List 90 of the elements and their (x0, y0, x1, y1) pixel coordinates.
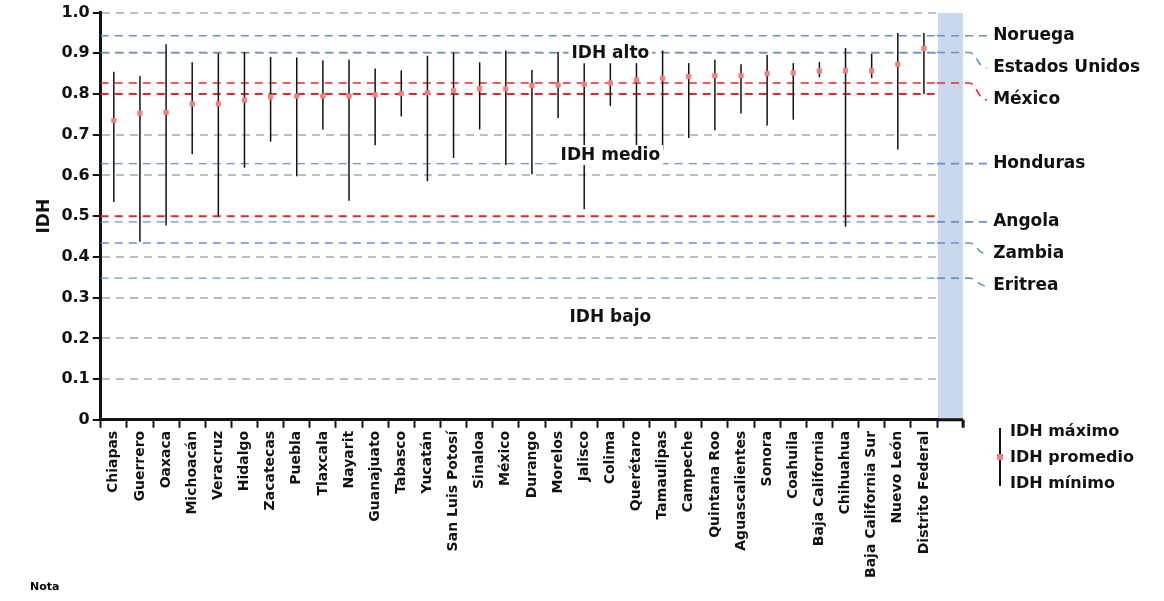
y-tick-label: 0.7 (61, 123, 90, 143)
y-tick-label: 1.0 (61, 1, 90, 21)
point (372, 92, 378, 98)
point (686, 73, 692, 80)
x-tick-label: Colima (600, 430, 617, 485)
point (450, 88, 457, 94)
legend-label: IDH promedio (1009, 446, 1134, 468)
point (346, 93, 352, 99)
point (320, 93, 326, 99)
x-tick-label: Chiapas (104, 430, 121, 494)
y-tick-label: 0.5 (61, 205, 90, 225)
point (764, 71, 770, 77)
point (137, 110, 143, 116)
point (607, 80, 613, 86)
x-tick-label: San Luis Potosí (444, 429, 461, 552)
ref-line-label: Noruega (993, 24, 1075, 45)
x-tick-label: Chihuahua (836, 430, 853, 515)
point (398, 91, 404, 97)
point (790, 70, 796, 76)
x-tick-label: Sinaloa (470, 430, 487, 489)
y-tick-label: 0.2 (61, 327, 90, 347)
x-tick-label: Hidalgo (235, 430, 252, 492)
ref-line-label: Zambia (993, 242, 1065, 263)
x-tick-label: México (496, 430, 513, 486)
ref-line-label: Eritrea (993, 274, 1059, 295)
x-tick-label: Oaxaca (156, 430, 173, 489)
x-tick-label: Morelos (548, 430, 565, 494)
point (738, 73, 744, 79)
x-tick-label: Guanajuato (365, 430, 382, 522)
x-tick-label: Puebla (287, 430, 304, 485)
point (111, 117, 117, 124)
annotation: IDH bajo (569, 306, 652, 327)
y-axis-title: IDH (32, 198, 53, 234)
point (477, 86, 483, 92)
point (659, 75, 666, 81)
point (529, 82, 535, 89)
x-tick-label: Guerrero (130, 430, 147, 502)
y-tick-label: 0.8 (61, 83, 90, 103)
point (294, 93, 300, 99)
x-tick-label: Tlaxcala (313, 430, 330, 496)
x-tick-label: Durango (522, 430, 539, 499)
point (581, 81, 587, 87)
x-tick-label: Zacatecas (261, 430, 278, 511)
y-tick-label: 0.1 (61, 368, 90, 388)
y-tick-label: 0.3 (61, 286, 90, 306)
text: IDH mínimo (1009, 472, 1116, 494)
text: IDH máximo (1009, 420, 1121, 442)
annotation: IDH alto (571, 41, 650, 62)
point (241, 97, 248, 103)
x-tick-label: Distrito Federal (914, 430, 931, 555)
ref-line-label: Honduras (993, 152, 1086, 173)
text: Nota (30, 580, 60, 593)
x-tick-label: Jalisco (574, 430, 591, 483)
point (895, 61, 901, 67)
x-tick-label: Baja California Sur (862, 430, 879, 579)
point (869, 68, 875, 74)
x-tick-label: Nayarit (339, 430, 356, 489)
y-tick-label: 0.9 (61, 42, 90, 62)
x-tick-label: Aguascalientes (731, 430, 748, 551)
x-tick-label: Nuevo León (888, 430, 905, 524)
x-tick-label: Coahuila (783, 430, 800, 500)
point (633, 77, 640, 83)
x-tick-label: Tamaulipas (653, 430, 670, 520)
point (215, 101, 221, 107)
y-tick-label: 0.4 (61, 246, 90, 266)
ref-line-label: Angola (993, 210, 1060, 231)
legend-label: México (993, 88, 1061, 109)
x-tick-label: Querétaro (627, 430, 644, 512)
point (503, 86, 509, 92)
x-tick-label: Quintana Roo (705, 430, 722, 538)
ref-line-label: Estados Unidos (993, 56, 1141, 77)
point (921, 45, 927, 52)
point (424, 90, 431, 96)
x-tick-label: Baja California (810, 430, 827, 547)
annotation: IDH medio (560, 143, 661, 164)
x-tick-label: Campeche (679, 430, 696, 513)
x-tick-label: Tabasco (391, 430, 408, 494)
point (842, 68, 849, 74)
y-tick-label: 0 (78, 408, 90, 428)
point (163, 109, 169, 115)
point (555, 82, 561, 88)
x-tick-label: Sonora (757, 430, 774, 487)
x-tick-label: Yucatán (418, 430, 435, 495)
point (816, 68, 823, 74)
x-tick-label: Veracruz (208, 430, 225, 501)
x-tick-label: Michoacán (182, 430, 199, 515)
point (712, 73, 718, 79)
point (267, 94, 274, 100)
point (189, 101, 195, 107)
y-tick-label: 0.6 (61, 164, 90, 184)
